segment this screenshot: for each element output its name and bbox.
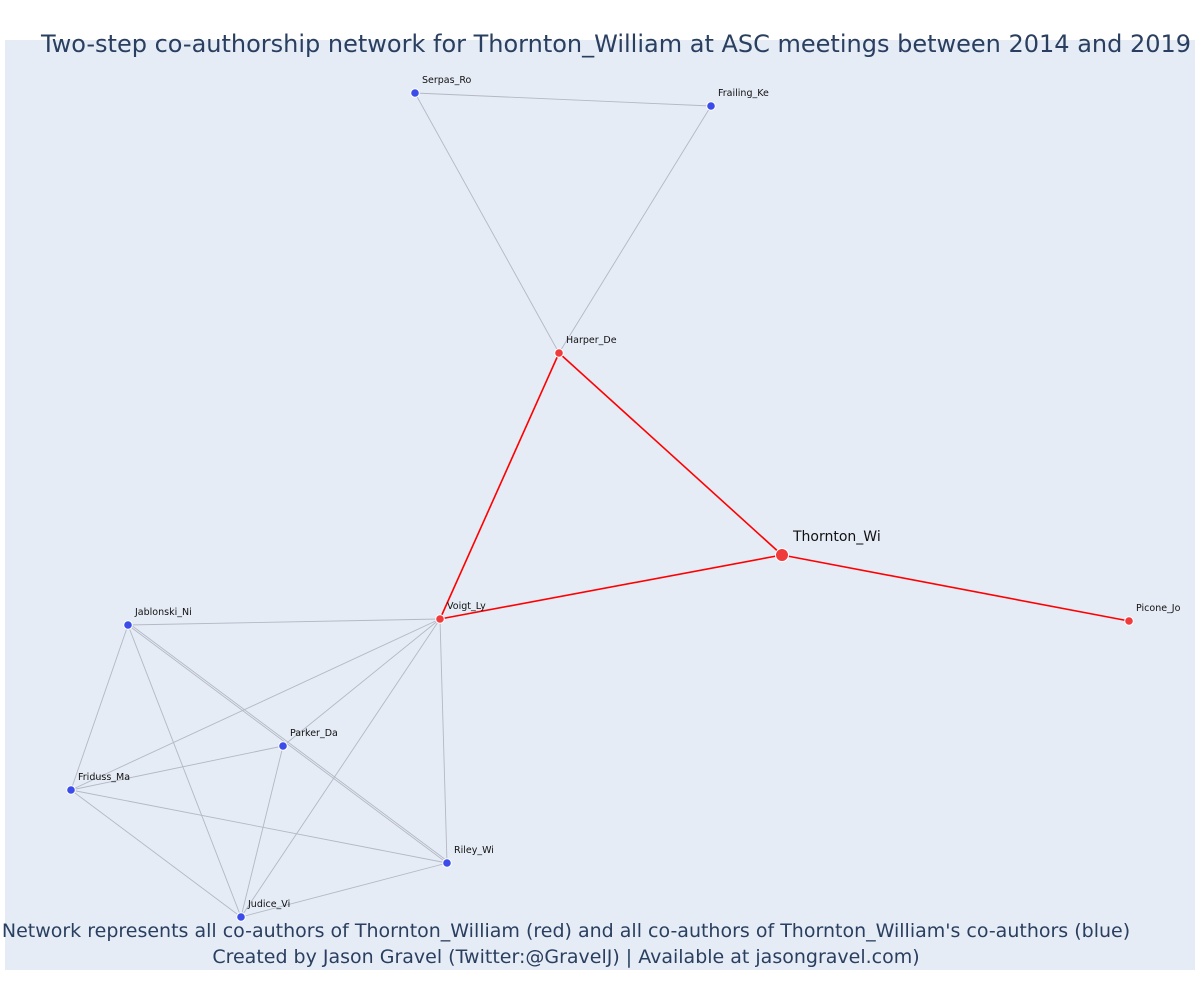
edge-Thornton_Wi-Picone_Jo (781, 554, 1130, 622)
edge-Voigt_Ly-Parker_Da (282, 618, 441, 747)
node-Harper_De[interactable] (554, 348, 564, 358)
edge-Friduss_Ma-Riley_Wi (70, 789, 448, 864)
plot-area (5, 40, 1195, 970)
node-Serpas_Ro[interactable] (410, 88, 420, 98)
edge-Jablonski_Ni-Friduss_Ma (70, 624, 129, 791)
node-label-Voigt_Ly: Voigt_Ly (447, 601, 486, 612)
edge-Voigt_Ly-Jablonski_Ni (127, 618, 441, 626)
edge-Harper_De-Voigt_Ly (439, 352, 560, 620)
edge-Friduss_Ma-Judice_Vi (70, 789, 242, 918)
edge-Voigt_Ly-Riley_Wi (439, 618, 448, 864)
edges-layer (70, 92, 1130, 918)
node-Jablonski_Ni[interactable] (123, 620, 133, 630)
edge-Judice_Vi-Riley_Wi (240, 862, 448, 918)
node-label-Jablonski_Ni: Jablonski_Ni (134, 607, 192, 618)
node-label-Frailing_Ke: Frailing_Ke (718, 88, 769, 99)
node-Thornton_Wi[interactable] (775, 548, 789, 562)
edge-Friduss_Ma-Parker_Da (70, 745, 284, 791)
edge-Serpas_Ro-Frailing_Ke (414, 92, 712, 107)
nodes-layer (66, 88, 1134, 922)
node-Friduss_Ma[interactable] (66, 785, 76, 795)
node-Frailing_Ke[interactable] (706, 101, 716, 111)
caption-line-1: Network represents all co-authors of Tho… (1, 920, 1131, 942)
edge-Frailing_Ke-Harper_De (558, 105, 712, 354)
node-Judice_Vi[interactable] (236, 912, 246, 922)
edge-Thornton_Wi-Voigt_Ly (439, 554, 783, 620)
edge-Voigt_Ly-Judice_Vi (240, 618, 441, 918)
node-label-Thornton_Wi: Thornton_Wi (792, 529, 881, 545)
edge-Voigt_Ly-Friduss_Ma (70, 618, 441, 791)
node-Picone_Jo[interactable] (1124, 616, 1134, 626)
edge-Jablonski_Ni-Judice_Vi (127, 624, 242, 918)
node-Voigt_Ly[interactable] (435, 614, 445, 624)
caption: Network represents all co-authors of Tho… (0, 918, 1132, 970)
node-label-Parker_Da: Parker_Da (290, 728, 338, 739)
node-label-Riley_Wi: Riley_Wi (454, 845, 494, 856)
node-label-Picone_Jo: Picone_Jo (1136, 603, 1181, 614)
node-label-Harper_De: Harper_De (566, 335, 617, 346)
node-label-Friduss_Ma: Friduss_Ma (78, 772, 130, 783)
caption-line-2: Created by Jason Gravel (Twitter:@Gravel… (212, 946, 920, 968)
node-label-Judice_Vi: Judice_Vi (247, 899, 290, 910)
edge-Jablonski_Ni-Riley_Wi (127, 624, 448, 864)
edge-Parker_Da-Judice_Vi (240, 745, 284, 918)
labels-layer: Thornton_Wi Harper_De Voigt_Ly Picone_Jo Ser… (78, 75, 1181, 910)
edge-Thornton_Wi-Harper_De (558, 352, 783, 556)
chart-title: Two-step co-authorship network for Thorn… (40, 30, 1192, 58)
node-Riley_Wi[interactable] (442, 858, 452, 868)
node-Parker_Da[interactable] (278, 741, 288, 751)
edge-Serpas_Ro-Harper_De (414, 92, 560, 354)
edge-Jablonski_Ni-Riley_Wi (130, 624, 451, 864)
node-label-Serpas_Ro: Serpas_Ro (422, 75, 472, 86)
